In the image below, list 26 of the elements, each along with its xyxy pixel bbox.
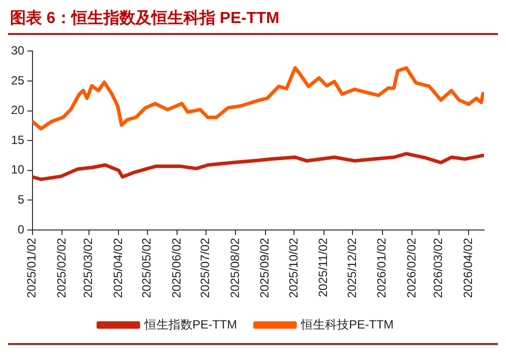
x-tick-label: 2026/01/02: [374, 238, 389, 298]
y-tick-label: 15: [10, 132, 25, 147]
x-tick-label: 2025/07/02: [198, 238, 212, 298]
x-tick-label: 2025/01/02: [24, 238, 39, 298]
y-tick-label: 10: [10, 162, 25, 177]
chart-title: 图表 6：恒生指数及恒生科指 PE-TTM: [9, 8, 280, 29]
x-tick-label: 2025/06/02: [169, 238, 184, 298]
x-tick-label: 2025/08/02: [228, 238, 242, 298]
y-tick-label: 30: [10, 44, 25, 58]
x-tick-label: 2025/03/02: [81, 238, 96, 298]
legend-label: 恒生指数PE-TTM: [143, 317, 238, 332]
x-tick-label: 2026/03/02: [431, 238, 446, 298]
x-tick-label: 2025/10/02: [286, 238, 300, 298]
x-tick-label: 2026/04/02: [460, 238, 475, 298]
x-tick-label: 2025/05/02: [140, 238, 154, 298]
y-tick-label: 25: [10, 73, 25, 88]
x-tick-label: 2025/02/02: [54, 238, 68, 298]
x-tick-label: 2025/04/02: [110, 238, 125, 298]
x-tick-label: 2025/09/02: [258, 238, 272, 298]
legend-label: 恒生科技PE-TTM: [300, 317, 394, 332]
x-tick-label: 2026/02/02: [404, 238, 418, 298]
y-tick-label: 5: [18, 192, 25, 206]
y-tick-label: 20: [10, 103, 25, 118]
y-tick-label: 0: [18, 222, 25, 236]
x-tick-label: 2025/11/02: [316, 238, 330, 298]
x-tick-label: 2025/12/02: [344, 238, 359, 298]
